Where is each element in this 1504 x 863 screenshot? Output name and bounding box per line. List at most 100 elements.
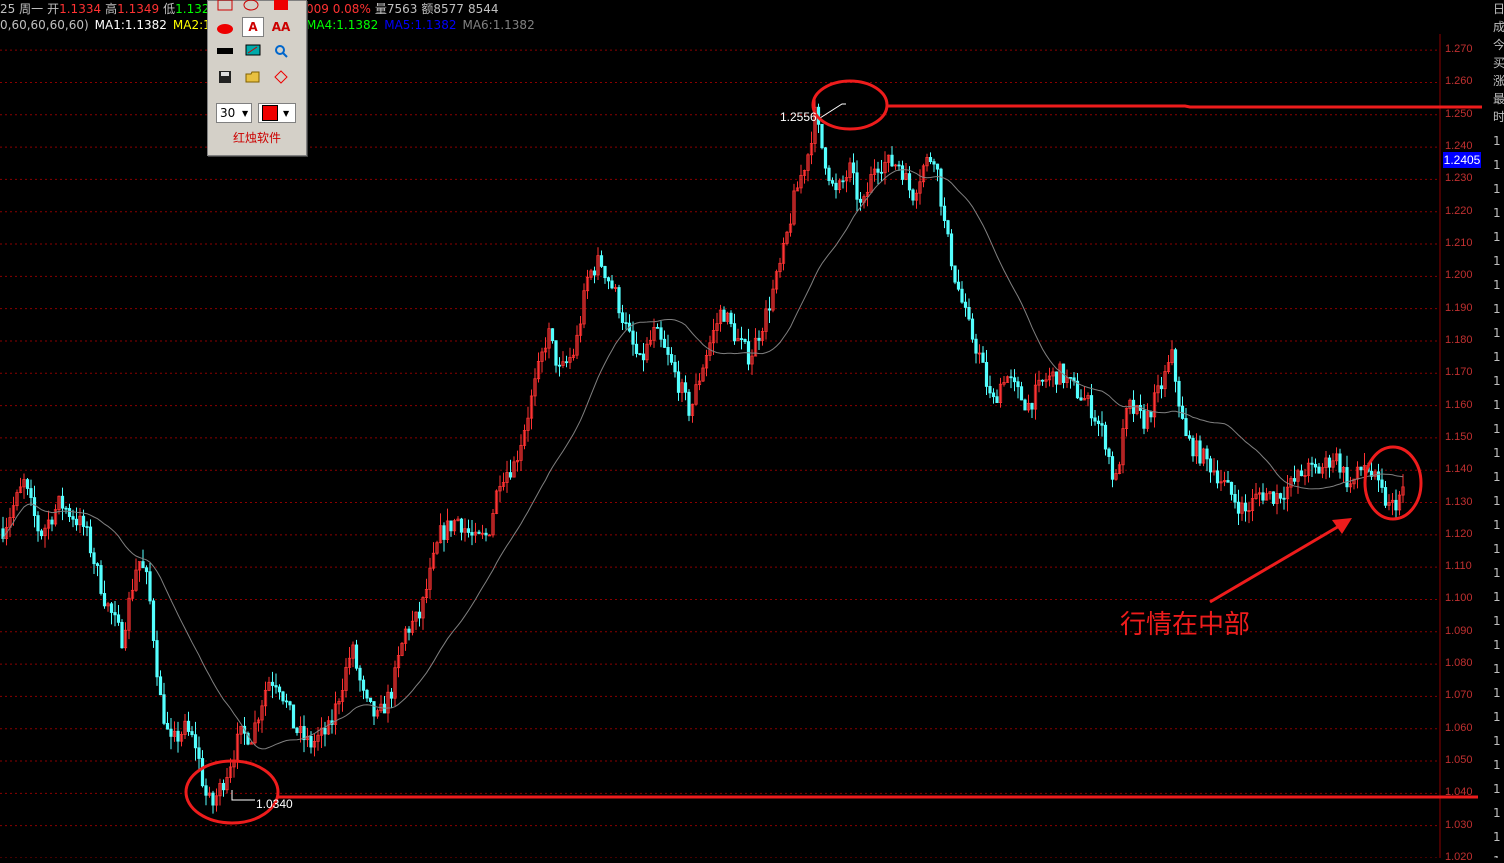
candle-body: [109, 603, 114, 613]
candle-body: [669, 354, 674, 363]
ma-legend: 0,60,60,60,60) MA1:1.1382 MA2:1.1: [0, 18, 228, 34]
candle-body: [60, 495, 65, 509]
candle-body: [893, 164, 898, 167]
chevron-down-icon[interactable]: ▼: [283, 108, 290, 118]
candle-body: [911, 189, 915, 201]
right-panel-item: 买: [1493, 56, 1504, 70]
candle-body: [1058, 363, 1062, 385]
candle-body: [288, 701, 292, 706]
candle-body: [995, 396, 999, 403]
candle-body: [459, 518, 464, 533]
candle-body: [148, 571, 152, 602]
candle-body: [809, 143, 814, 156]
chart-icon[interactable]: [242, 41, 264, 61]
candle-body: [1093, 417, 1097, 422]
text-aa-icon[interactable]: AA: [271, 20, 291, 34]
candle-body: [407, 628, 411, 633]
candle-body: [1023, 399, 1027, 411]
candle-body: [1341, 467, 1346, 473]
chevron-down-icon[interactable]: ▼: [242, 108, 249, 118]
right-panel-item: 1: [1493, 158, 1501, 172]
candle-body: [120, 621, 124, 649]
candle-body: [183, 720, 187, 735]
candle-body: [1079, 397, 1083, 401]
candle-body: [113, 612, 117, 616]
bar-icon[interactable]: [214, 41, 236, 61]
diamond-icon[interactable]: [270, 67, 292, 87]
drawing-toolbox[interactable]: A AA 30 ▼ ▼ 红烛软件: [207, 0, 307, 156]
low-marker-line: [231, 790, 255, 801]
candle-body: [1166, 362, 1171, 372]
candle-body: [928, 157, 933, 163]
high-resistance-line: [888, 104, 1482, 109]
high-price-label: 1.2556: [780, 110, 817, 124]
candle-body: [921, 165, 926, 183]
candle-body: [1173, 349, 1178, 382]
candle-body: [701, 367, 705, 382]
right-panel-item: 1: [1493, 302, 1501, 316]
ellipse-filled-icon[interactable]: [214, 19, 236, 39]
right-panel-item: 1: [1493, 710, 1501, 724]
candle-body: [519, 444, 523, 461]
ellipse-outline-icon[interactable]: [240, 0, 262, 15]
right-panel-item: 1: [1493, 326, 1501, 340]
candle-body: [361, 679, 366, 691]
candle-body: [946, 220, 950, 235]
price-tick-label: 1.180: [1445, 333, 1473, 346]
candle-body: [1075, 380, 1080, 399]
candle-body: [998, 383, 1003, 403]
candle-body: [106, 603, 110, 607]
candle-body: [634, 343, 639, 354]
price-tick-label: 1.070: [1445, 689, 1473, 702]
candle-body: [1226, 480, 1230, 483]
candle-body: [1233, 493, 1237, 503]
candle-body: [606, 277, 611, 282]
rectangle-filled-icon[interactable]: [270, 0, 292, 15]
annotation-layer: [184, 79, 1482, 825]
candle-body: [648, 339, 653, 345]
candle-body: [1184, 418, 1188, 437]
candle-body: [218, 783, 222, 797]
candle-body: [543, 347, 548, 353]
candle-body: [74, 518, 79, 526]
candle-body: [984, 362, 989, 387]
candle-body: [1110, 456, 1115, 480]
low-price-label: 1.0340: [256, 797, 293, 811]
candle-body: [949, 233, 954, 267]
price-tick-label: 1.120: [1445, 527, 1473, 540]
candle-body: [890, 154, 894, 167]
candle-body: [792, 190, 796, 225]
candle-body: [92, 552, 96, 565]
candle-body: [442, 525, 446, 540]
right-panel-item: 1: [1493, 374, 1501, 388]
candle-body: [687, 391, 691, 416]
current-price-badge: 1.2405: [1443, 152, 1481, 168]
color-select[interactable]: ▼: [258, 103, 296, 123]
text-a-icon[interactable]: A: [242, 17, 264, 37]
zoom-icon[interactable]: [270, 41, 292, 61]
candle-body: [169, 728, 173, 737]
candle-body: [445, 520, 450, 540]
size-select[interactable]: 30 ▼: [216, 103, 252, 123]
candle-body: [1096, 420, 1101, 424]
right-panel-item: 1: [1493, 806, 1501, 820]
save-icon[interactable]: [214, 67, 236, 87]
rectangle-outline-icon[interactable]: [214, 0, 236, 15]
right-panel-item: 1: [1493, 182, 1501, 196]
candle-body: [1205, 448, 1209, 460]
candle-body: [1128, 399, 1132, 409]
candle-body: [29, 488, 33, 498]
candle-body: [249, 742, 254, 745]
open-folder-icon[interactable]: [242, 67, 264, 87]
candle-body: [575, 334, 579, 356]
candle-body: [1005, 376, 1010, 383]
candle-body: [393, 667, 397, 699]
candle-body: [844, 177, 849, 182]
candle-body: [18, 486, 23, 493]
candle-body: [85, 526, 89, 528]
right-panel-item: 1: [1493, 734, 1501, 748]
candle-body: [438, 525, 443, 544]
candle-body: [886, 154, 891, 163]
candle-body: [564, 361, 569, 364]
